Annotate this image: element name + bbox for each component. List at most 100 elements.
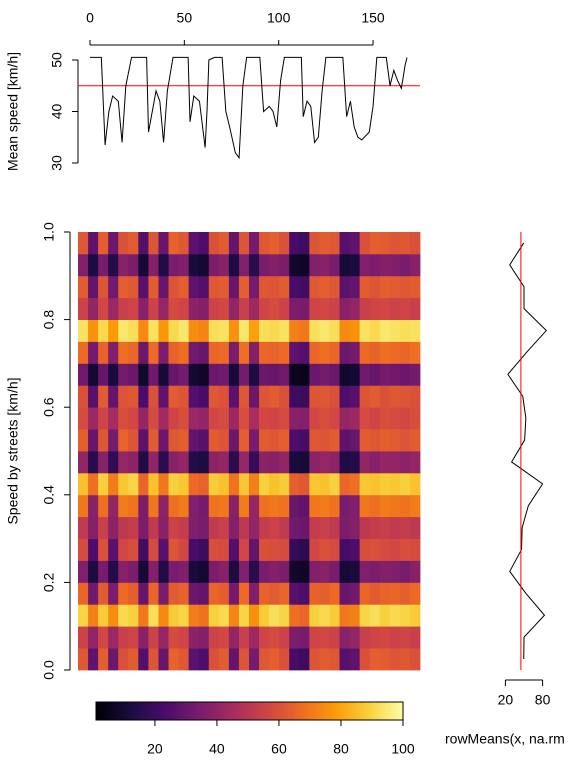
heat-cell (218, 582, 230, 605)
heat-cell (208, 319, 220, 342)
heat-cell (108, 253, 119, 277)
heat-cell (208, 253, 220, 277)
heat-cell (108, 560, 119, 583)
y-axis-label: Speed by streets [km/h] (5, 377, 21, 524)
heat-cell (409, 407, 421, 430)
heat-cell (269, 297, 280, 320)
heat-cell (108, 582, 119, 605)
heat-cell (198, 253, 210, 277)
heat-cell (249, 407, 260, 430)
heat-cell (168, 297, 179, 320)
heat-cell (98, 472, 109, 496)
heat-cell (319, 341, 330, 364)
heat-cell (259, 626, 270, 649)
heat-cell (88, 451, 99, 474)
heat-cell (218, 560, 230, 583)
heat-cell (379, 341, 391, 364)
heat-cell (379, 582, 391, 605)
heat-cell (349, 341, 361, 364)
heat-cell (178, 472, 190, 496)
heat-cell (128, 385, 139, 408)
heat-cell (228, 472, 240, 496)
colorbar-step (165, 702, 169, 720)
colorbar-step (359, 702, 363, 720)
heat-cell (249, 451, 260, 474)
heat-cell (108, 275, 119, 299)
heat-cell (399, 451, 411, 474)
heat-cell (218, 494, 230, 518)
heat-cell (198, 451, 210, 474)
heat-cell (108, 604, 119, 627)
heat-cell (269, 626, 280, 649)
colorbar-tick-label: 40 (209, 741, 225, 757)
heat-cell (289, 232, 300, 255)
heat-cell (138, 472, 149, 496)
y-tick-label: 0.2 (41, 572, 57, 592)
heat-cell (148, 494, 159, 518)
colorbar-step (116, 702, 120, 720)
heat-cell (178, 253, 190, 277)
heat-cell (188, 407, 200, 430)
heat-cell (379, 363, 391, 386)
x-tick-label: 80 (535, 692, 551, 708)
heat-cell (399, 275, 411, 299)
heat-cell (158, 319, 169, 342)
heat-cell (78, 275, 89, 299)
heat-cell (399, 472, 411, 496)
heat-cell (309, 253, 320, 277)
heat-cell (178, 538, 190, 561)
heat-cell (279, 472, 290, 496)
heat-cell (329, 275, 340, 299)
colorbar-step (159, 702, 163, 720)
heat-cell (269, 275, 280, 299)
heat-cell (188, 472, 200, 496)
heat-cell (158, 253, 169, 277)
heat-cell (259, 407, 270, 430)
heat-cell (319, 253, 330, 277)
heat-cell (369, 451, 381, 474)
heat-cell (178, 407, 190, 430)
heat-cell (349, 297, 361, 320)
heat-cell (399, 626, 411, 649)
heat-cell (218, 516, 230, 539)
heat-cell (168, 582, 179, 605)
colorbar-step (180, 702, 184, 720)
colorbar-step (147, 702, 151, 720)
colorbar-step (277, 702, 281, 720)
heat-cell (78, 407, 89, 430)
heat-cell (228, 363, 240, 386)
heat-cell (409, 516, 421, 539)
heat-cell (309, 648, 320, 671)
heat-cell (349, 275, 361, 299)
heat-cell (369, 275, 381, 299)
heat-cell (339, 538, 350, 561)
heat-cell (138, 626, 149, 649)
heat-cell (178, 385, 190, 408)
heat-cell (168, 648, 179, 671)
colorbar-step (249, 702, 253, 720)
heat-cell (399, 604, 411, 627)
heat-cell (208, 451, 220, 474)
x-tick-label: 150 (361, 10, 385, 26)
heat-cell (279, 538, 290, 561)
heat-cell (188, 385, 200, 408)
heat-cell (279, 429, 290, 452)
heat-cell (379, 319, 391, 342)
heat-cell (218, 341, 230, 364)
colorbar-step (326, 702, 330, 720)
heat-cell (158, 516, 169, 539)
heat-cell (399, 648, 411, 671)
heat-cell (339, 472, 350, 496)
heat-cell (279, 297, 290, 320)
heat-cell (369, 341, 381, 364)
heat-cell (379, 297, 391, 320)
heat-cell (409, 604, 421, 627)
heat-cell (249, 341, 260, 364)
heat-cell (329, 407, 340, 430)
heat-cell (389, 297, 401, 320)
heat-cell (399, 297, 411, 320)
y-tick-label: 40 (49, 104, 65, 120)
colorbar-step (259, 702, 263, 720)
heat-cell (98, 429, 109, 452)
heat-cell (299, 341, 310, 364)
